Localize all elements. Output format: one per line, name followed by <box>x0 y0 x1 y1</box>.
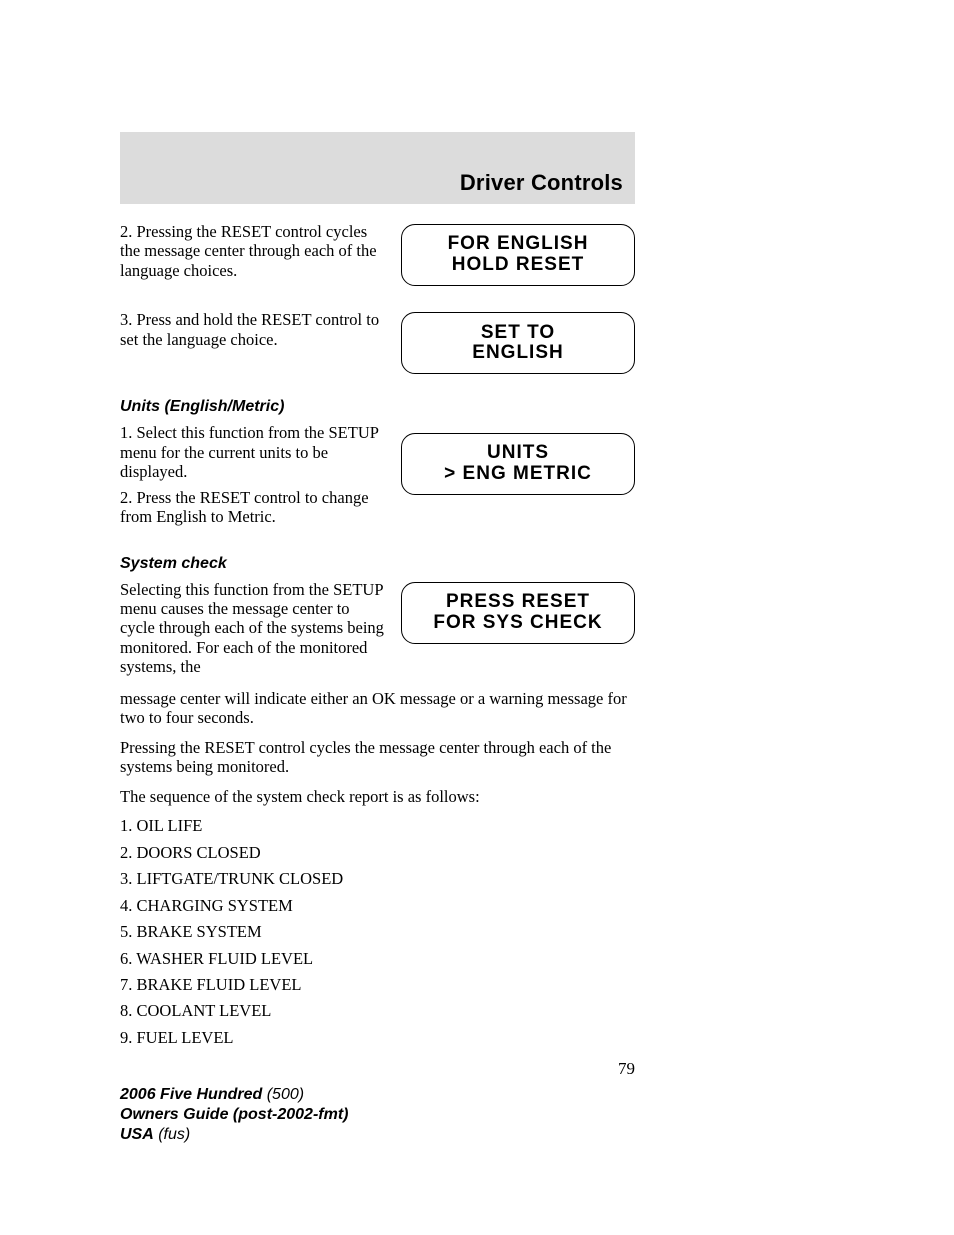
display-line: HOLD RESET <box>452 255 584 276</box>
display-line: FOR ENGLISH <box>448 234 589 255</box>
system-check-para3: The sequence of the system check report … <box>120 787 635 806</box>
page: Driver Controls 2. Pressing the RESET co… <box>0 0 954 1235</box>
footer-region: USA <box>120 1126 154 1143</box>
list-item: 3. LIFTGATE/TRUNK CLOSED <box>120 869 635 888</box>
lcd-display-sys-check: PRESS RESET FOR SYS CHECK <box>401 582 635 644</box>
language-step2-text: 2. Pressing the RESET control cycles the… <box>120 222 387 280</box>
list-item: 5. BRAKE SYSTEM <box>120 922 635 941</box>
section-header-title: Driver Controls <box>460 170 623 196</box>
system-check-sequence-list: 1. OIL LIFE 2. DOORS CLOSED 3. LIFTGATE/TR… <box>120 816 635 1047</box>
page-number: 79 <box>120 1059 635 1079</box>
language-step2-row: 2. Pressing the RESET control cycles the… <box>120 222 635 286</box>
units-row: 1. Select this function from the SETUP m… <box>120 423 635 532</box>
lcd-display-units: UNITS > ENG METRIC <box>401 433 635 495</box>
language-step3-row: 3. Press and hold the RESET control to s… <box>120 310 635 374</box>
list-item: 2. DOORS CLOSED <box>120 843 635 862</box>
system-check-para2: Pressing the RESET control cycles the me… <box>120 738 635 777</box>
section-header-band: Driver Controls <box>120 132 635 204</box>
list-item: 4. CHARGING SYSTEM <box>120 896 635 915</box>
list-item: 6. WASHER FLUID LEVEL <box>120 949 635 968</box>
system-check-intro-rest: message center will indicate either an O… <box>120 689 635 728</box>
footer-model-code: (500) <box>262 1086 304 1103</box>
system-check-intro-left: Selecting this function from the SETUP m… <box>120 580 387 677</box>
content-column: 2. Pressing the RESET control cycles the… <box>120 222 635 1079</box>
display-line: ENGLISH <box>472 343 563 364</box>
language-step3-text: 3. Press and hold the RESET control to s… <box>120 310 387 349</box>
footer: 2006 Five Hundred (500) Owners Guide (po… <box>120 1085 348 1145</box>
list-item: 8. COOLANT LEVEL <box>120 1001 635 1020</box>
list-item: 1. OIL LIFE <box>120 816 635 835</box>
display-line: SET TO <box>481 323 555 344</box>
display-line: > ENG METRIC <box>444 464 592 485</box>
footer-model: 2006 Five Hundred <box>120 1086 262 1103</box>
lcd-display-language-hold-reset: FOR ENGLISH HOLD RESET <box>401 224 635 286</box>
subhead-system-check: System check <box>120 555 635 574</box>
display-line: UNITS <box>487 443 549 464</box>
list-item: 7. BRAKE FLUID LEVEL <box>120 975 635 994</box>
footer-line1: 2006 Five Hundred (500) <box>120 1085 348 1105</box>
footer-line3: USA (fus) <box>120 1125 348 1145</box>
system-check-row: Selecting this function from the SETUP m… <box>120 580 635 683</box>
display-line: PRESS RESET <box>446 592 590 613</box>
footer-line2: Owners Guide (post-2002-fmt) <box>120 1105 348 1125</box>
list-item: 9. FUEL LEVEL <box>120 1028 635 1047</box>
footer-region-code: (fus) <box>154 1126 190 1143</box>
units-step2-text: 2. Press the RESET control to change fro… <box>120 488 387 527</box>
lcd-display-set-to-english: SET TO ENGLISH <box>401 312 635 374</box>
subhead-units: Units (English/Metric) <box>120 398 635 417</box>
units-step1-text: 1. Select this function from the SETUP m… <box>120 423 387 481</box>
display-line: FOR SYS CHECK <box>433 613 602 634</box>
